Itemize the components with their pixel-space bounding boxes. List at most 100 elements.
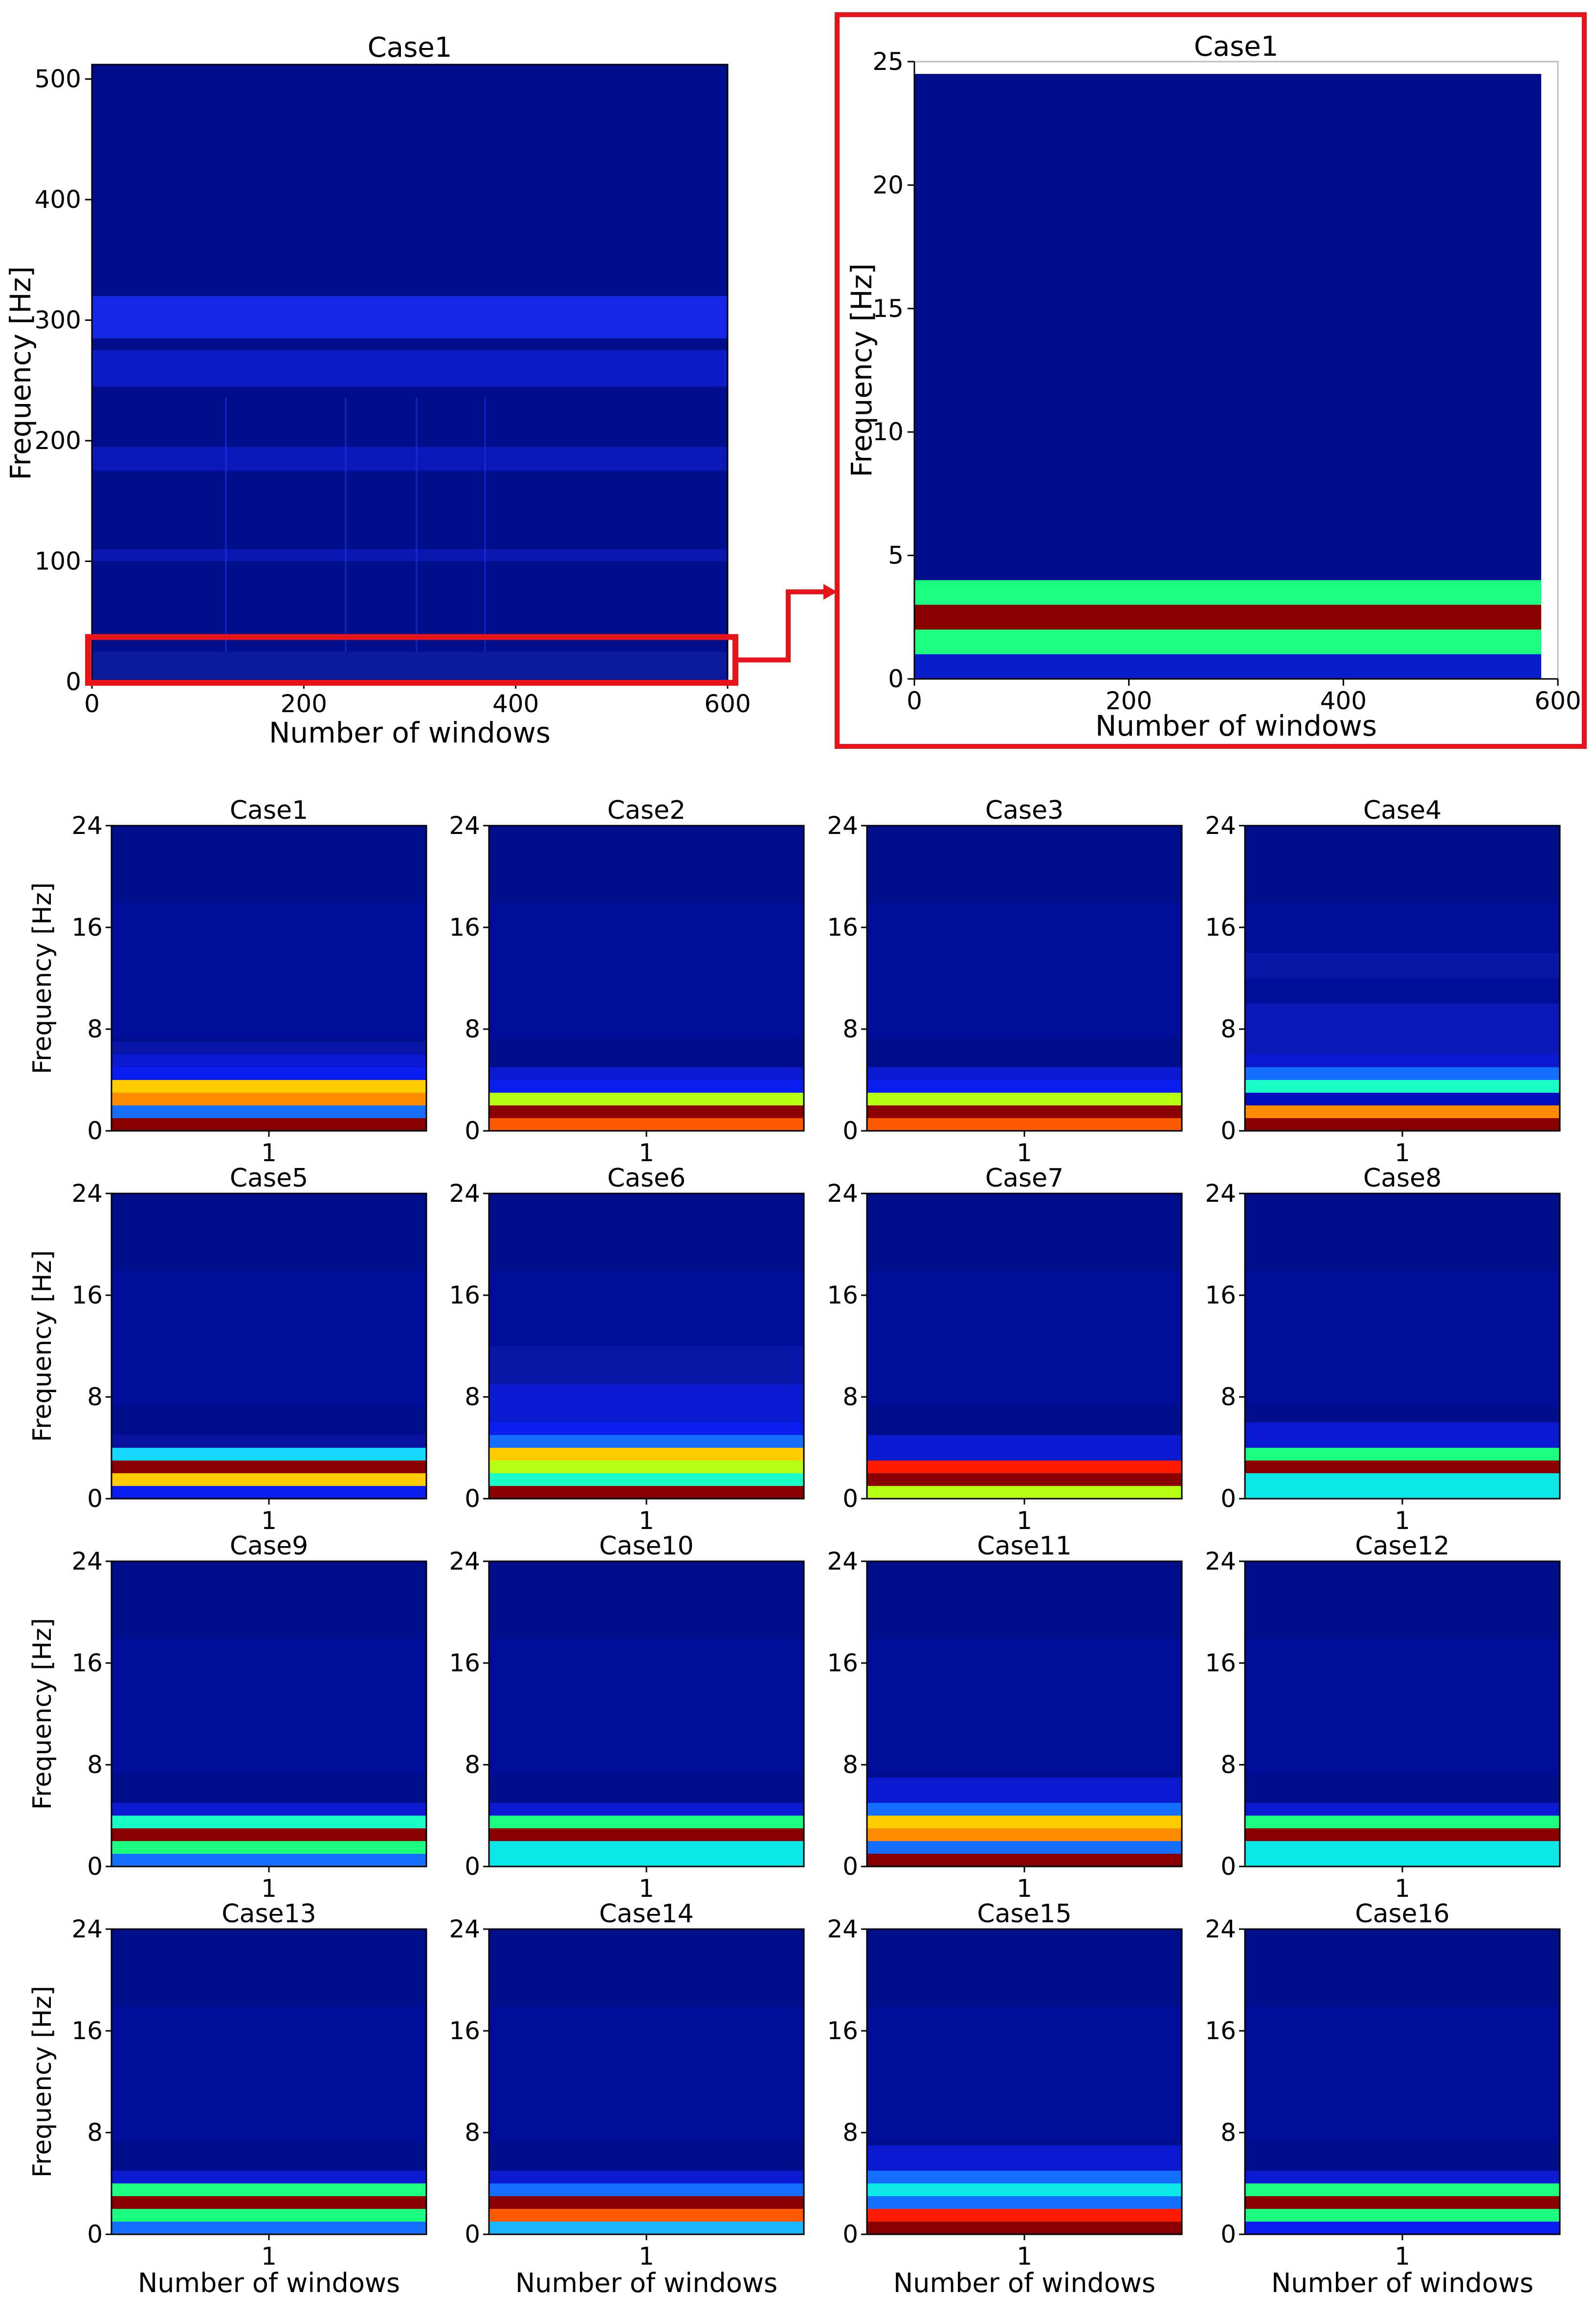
band-case14-2 xyxy=(489,2196,804,2209)
band-case14-1 xyxy=(489,2209,804,2222)
y-tick-label: 8 xyxy=(842,1015,858,1043)
chart-case5: 0 8 16 24 1 Case5 Frequency [Hz] xyxy=(28,1164,427,1535)
y-tick-label: 24 xyxy=(71,1915,103,1943)
y-tick-label: 24 xyxy=(449,1179,480,1208)
band-zoom-4 xyxy=(914,74,1541,581)
band-case2-0 xyxy=(489,1118,804,1131)
zoom-frame xyxy=(835,12,1587,749)
y-axis-label: Frequency [Hz] xyxy=(845,263,878,477)
shade-layer xyxy=(111,1638,426,1775)
x-tick-label: 1 xyxy=(1017,2242,1032,2271)
band-case3-3 xyxy=(867,1080,1182,1093)
y-tick-label: 15 xyxy=(872,294,904,323)
x-tick-label: 1 xyxy=(1395,1139,1410,1167)
band-case5-2 xyxy=(111,1461,426,1473)
band-case8-2 xyxy=(1245,1448,1560,1461)
band-case1-1 xyxy=(111,1105,426,1118)
band-case6-7 xyxy=(489,1346,804,1384)
x-tick-label: 1 xyxy=(1017,1874,1032,1903)
y-tick-label: 20 xyxy=(872,171,904,199)
streak-0 xyxy=(225,397,227,652)
y-tick-label: 8 xyxy=(842,1751,858,1779)
y-tick-label: 8 xyxy=(465,1751,480,1779)
band-case6-3 xyxy=(489,1448,804,1461)
x-tick-label: 0 xyxy=(84,690,100,718)
chart-case1: 0 8 16 24 1 Case1 Frequency [Hz] xyxy=(28,796,427,1167)
chart-title: Case12 xyxy=(1355,1531,1449,1561)
y-tick-label: 16 xyxy=(449,913,480,942)
y-tick-label: 24 xyxy=(827,1179,858,1208)
band-zoom-1 xyxy=(914,630,1541,654)
band-zoom-2 xyxy=(914,605,1541,630)
chart-case6: 0 8 16 24 1 Case6 xyxy=(449,1164,805,1535)
shade-layer xyxy=(489,2005,804,2143)
band-case14-4 xyxy=(489,2171,804,2183)
chart-case12: 0 8 16 24 1 Case12 xyxy=(1205,1531,1561,1903)
shade-layer xyxy=(111,1270,426,1407)
y-tick-label: 24 xyxy=(449,1547,480,1575)
y-tick-label: 8 xyxy=(1220,1015,1236,1043)
y-tick-label: 400 xyxy=(35,185,81,214)
y-tick-label: 24 xyxy=(1205,1915,1236,1943)
band-case3-4 xyxy=(867,1067,1182,1080)
y-tick-label: 0 xyxy=(842,1117,858,1145)
y-tick-label: 16 xyxy=(1205,2017,1236,2045)
chart-title: Case16 xyxy=(1355,1899,1449,1929)
chart-title: Case1 xyxy=(368,32,452,64)
band-case15-5 xyxy=(867,2145,1182,2171)
band-case16-4 xyxy=(1245,2171,1560,2183)
y-tick-label: 0 xyxy=(465,1484,480,1513)
x-tick-label: 1 xyxy=(639,1874,654,1903)
band-case10-1 xyxy=(489,1828,804,1841)
x-axis-label: Number of windows xyxy=(515,2268,777,2298)
chart-case8: 0 8 16 24 1 Case8 xyxy=(1205,1164,1561,1535)
y-tick-label: 100 xyxy=(35,547,81,576)
band-case2-2 xyxy=(489,1093,804,1105)
chart-title: Case10 xyxy=(599,1531,693,1561)
x-axis-label: Number of windows xyxy=(269,716,551,749)
chart-case7: 0 8 16 24 1 Case7 xyxy=(827,1164,1183,1535)
band-case15-3 xyxy=(867,2183,1182,2196)
x-tick-label: 600 xyxy=(704,690,751,718)
y-tick-label: 500 xyxy=(35,65,81,93)
shade-layer xyxy=(111,902,426,1039)
band-case4-2 xyxy=(1245,1093,1560,1105)
band-case14-0 xyxy=(489,2222,804,2234)
x-tick-label: 1 xyxy=(261,1139,277,1167)
band-overview-2 xyxy=(92,447,728,471)
band-case7-3 xyxy=(867,1435,1182,1461)
y-tick-label: 0 xyxy=(465,1117,480,1145)
y-tick-label: 24 xyxy=(827,1915,858,1943)
band-case7-0 xyxy=(867,1486,1182,1499)
x-axis-label: Number of windows xyxy=(893,2268,1155,2298)
x-tick-label: 1 xyxy=(1395,1874,1410,1903)
chart-title: Case2 xyxy=(607,796,686,825)
band-case6-1 xyxy=(489,1473,804,1486)
shade-layer xyxy=(867,2005,1182,2143)
y-tick-label: 16 xyxy=(71,1281,103,1309)
y-tick-label: 16 xyxy=(449,1649,480,1677)
y-tick-label: 24 xyxy=(827,811,858,840)
connector-arrow-line xyxy=(735,589,826,663)
band-zoom-3 xyxy=(914,580,1541,605)
band-case16-0 xyxy=(1245,2222,1560,2234)
band-case4-1 xyxy=(1245,1105,1560,1118)
y-tick-label: 16 xyxy=(449,2017,480,2045)
y-tick-label: 8 xyxy=(87,1015,103,1043)
band-overview-1 xyxy=(92,549,728,562)
band-case10-3 xyxy=(489,1803,804,1816)
band-case1-6 xyxy=(111,1042,426,1055)
chart-case9: 0 8 16 24 1 Case9 Frequency [Hz] xyxy=(28,1531,427,1903)
band-case4-7 xyxy=(1245,953,1560,978)
y-tick-label: 24 xyxy=(1205,1547,1236,1575)
shade-layer xyxy=(111,2005,426,2143)
chart-title: Case5 xyxy=(230,1164,308,1193)
y-tick-label: 24 xyxy=(827,1547,858,1575)
band-case6-0 xyxy=(489,1486,804,1499)
band-case11-0 xyxy=(867,1854,1182,1866)
y-tick-label: 0 xyxy=(888,665,904,693)
y-axis-label: Frequency [Hz] xyxy=(28,1618,57,1810)
y-tick-label: 8 xyxy=(1220,1383,1236,1411)
